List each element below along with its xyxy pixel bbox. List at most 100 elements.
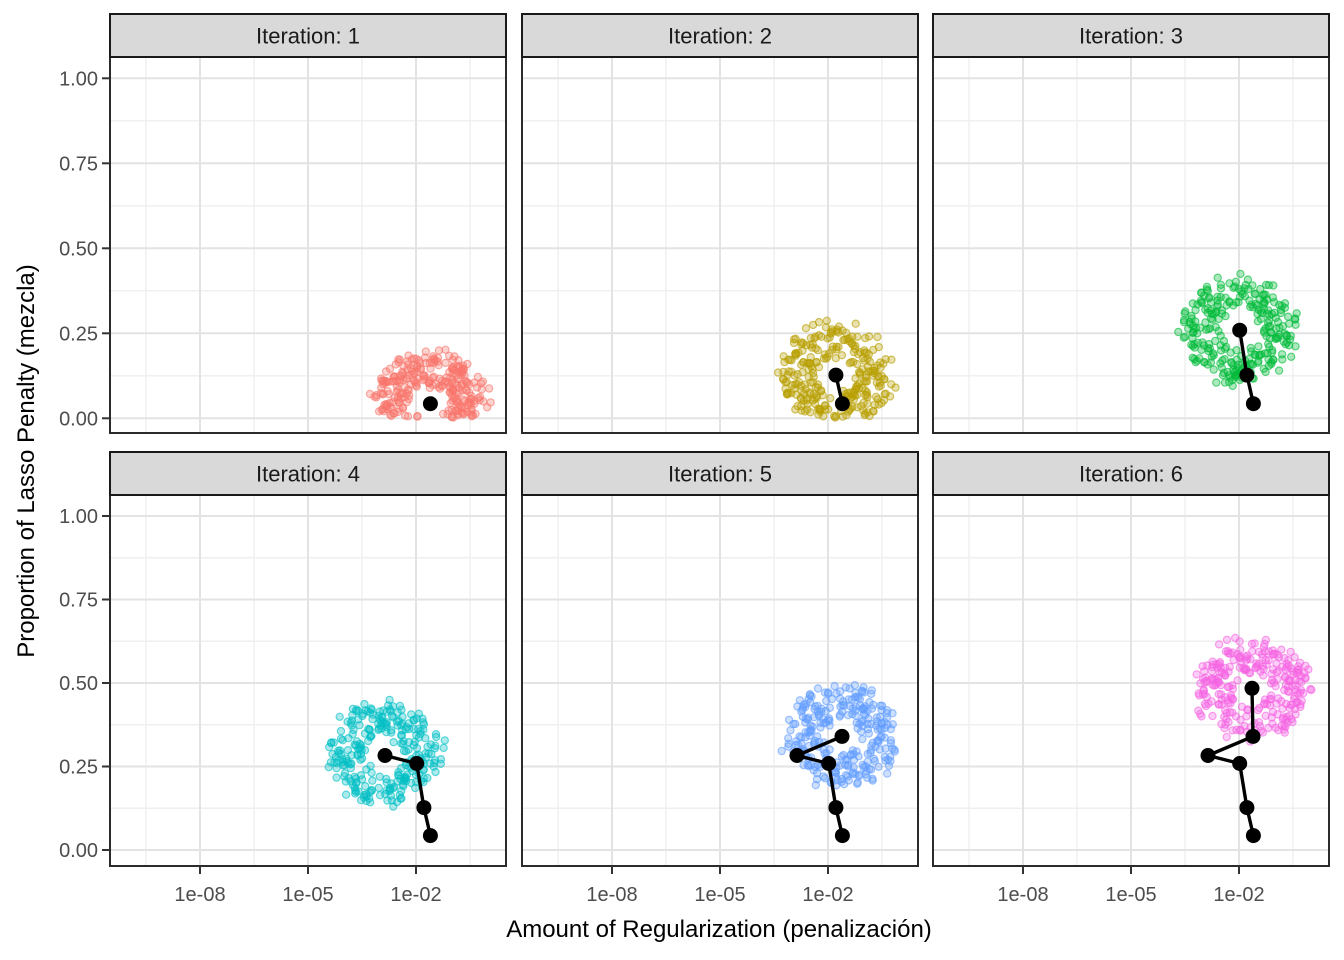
x-axis-tick-label: 1e-05 [1105,884,1156,906]
candidate-point [1256,314,1266,324]
candidate-point [1274,666,1283,675]
candidate-point [847,339,857,348]
candidate-point [431,730,441,739]
candidate-point [1280,653,1289,663]
candidate-point [1272,659,1281,668]
candidate-point [861,333,870,343]
facet-strip-label: Iteration: 5 [668,462,772,487]
candidate-point [326,758,335,767]
candidate-point [419,720,429,729]
candidate-point [364,724,373,734]
candidate-point [1283,312,1293,321]
candidate-point [412,714,421,723]
candidate-point [811,332,820,341]
candidate-point [1277,350,1287,359]
candidate-point [434,346,444,355]
candidate-point [1216,280,1226,289]
candidate-point [835,712,845,721]
candidate-point [1221,311,1230,321]
candidate-point [1232,346,1241,355]
candidate-point [424,749,433,758]
facet-strip [521,13,919,58]
candidate-point [813,684,823,693]
candidate-point [858,687,867,696]
x-axis-title: Amount of Regularization (penalización) [506,916,932,943]
candidate-point [1264,281,1274,290]
candidate-point [348,780,358,790]
candidate-point [798,346,807,355]
facet-strip-label: Iteration: 1 [256,24,360,49]
candidate-point [360,699,369,709]
candidate-point [1262,660,1271,669]
candidate-point [804,359,814,368]
candidate-point [865,764,874,774]
candidate-point [484,384,494,393]
candidate-point [874,762,883,772]
candidate-point [1214,326,1223,336]
candidate-point [398,404,408,413]
candidate-point [1208,674,1217,683]
candidate-point [1241,665,1251,675]
candidate-point [873,725,883,734]
y-axis-tick-label: 0.00 [59,840,98,862]
candidate-point [431,767,440,777]
candidate-point [396,794,405,803]
candidate-point [389,377,398,386]
candidate-point [868,776,877,785]
candidate-point [790,371,799,380]
candidate-point [389,738,398,747]
candidate-point [1213,273,1222,282]
candidate-point [805,731,814,740]
candidate-point [1294,668,1303,677]
facet-strip-label: Iteration: 2 [668,24,772,49]
candidate-point [412,744,422,753]
candidate-point [852,359,862,369]
candidate-point [1240,721,1249,731]
candidate-point [871,721,881,730]
candidate-point [786,726,795,735]
candidate-point [830,681,839,691]
candidate-point [1261,711,1270,721]
candidate-point [850,693,860,702]
search-path-point [789,748,805,763]
candidate-point [1259,364,1269,373]
candidate-point [385,364,395,373]
search-path-line [383,753,433,838]
candidate-point [1260,298,1269,307]
candidate-point [836,687,845,696]
candidate-point [1236,269,1245,279]
candidate-point [1254,718,1264,727]
candidate-point [336,726,346,736]
candidate-point [813,404,823,414]
candidate-point [1264,355,1273,364]
candidate-point [1280,303,1290,312]
candidate-point [797,338,806,347]
candidate-point [449,362,458,372]
candidate-point [1202,282,1212,291]
candidate-point [444,378,453,387]
candidate-point [1228,726,1237,735]
candidate-point [863,749,873,759]
candidate-point [1219,712,1229,722]
candidate-point [859,704,868,713]
candidate-point [808,339,817,349]
candidate-point [1225,662,1235,672]
candidate-point [338,761,348,770]
candidate-point [851,319,860,328]
candidate-point [1231,277,1241,286]
candidate-point [432,732,441,742]
candidate-point [1254,342,1263,351]
candidate-point [1260,639,1269,649]
candidate-point [883,769,892,778]
candidate-point [1216,341,1225,350]
candidate-point [883,755,893,765]
search-path-point [422,396,438,412]
candidate-point [1235,292,1245,301]
candidate-point [404,360,413,369]
candidate-point [1230,633,1240,643]
y-axis-tick-label: 0.25 [59,323,98,345]
candidate-point [420,353,430,362]
candidate-point [439,743,448,753]
candidate-point [1231,712,1241,721]
candidate-point [1204,324,1213,334]
